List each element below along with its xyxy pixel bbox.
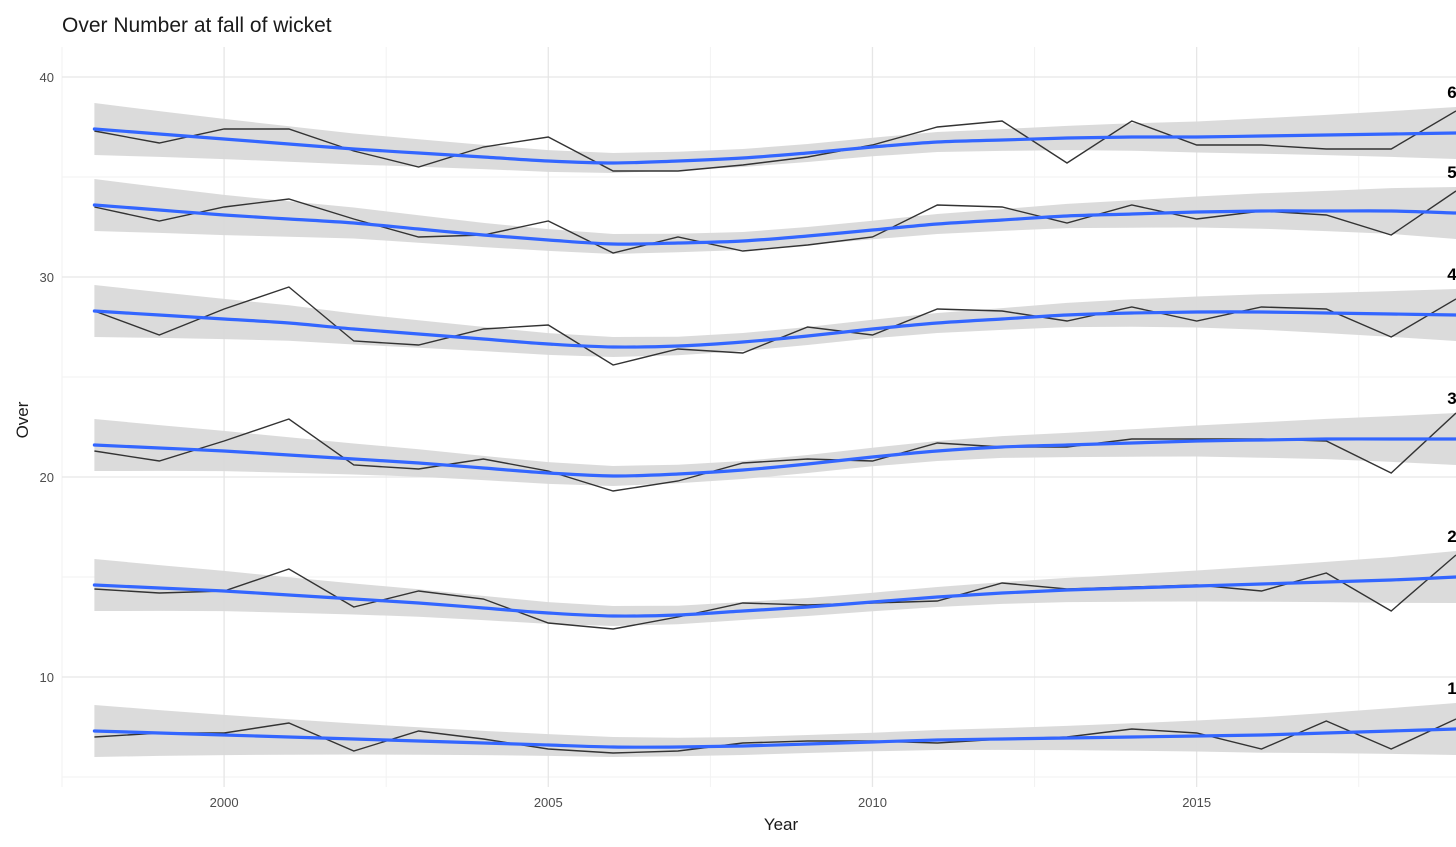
series-label-5: 5	[1447, 163, 1456, 182]
data-line-series-6	[94, 110, 1456, 172]
data-line-series-5	[94, 190, 1456, 254]
confidence-band-series-1	[94, 703, 1456, 757]
y-tick-label: 20	[40, 470, 54, 485]
smooth-line-series-1	[92, 727, 1456, 749]
major-gridlines	[62, 47, 1456, 787]
y-tick-label: 30	[40, 270, 54, 285]
series-label-1: 1	[1447, 679, 1456, 698]
y-tick-label: 40	[40, 70, 54, 85]
smooth-line-series-2	[92, 575, 1456, 618]
x-tick-label: 2005	[534, 795, 563, 810]
smooth-line-series-4	[92, 309, 1456, 349]
x-tick-label: 2015	[1182, 795, 1211, 810]
series-label-4: 4	[1447, 265, 1456, 284]
chart-title: Over Number at fall of wicket	[62, 14, 332, 37]
x-axis-ticks: 2000 2005 2010 2015	[210, 795, 1211, 810]
smooth-line-series-6	[92, 127, 1456, 165]
confidence-band-series-2	[94, 551, 1456, 626]
confidence-band-series-3	[94, 413, 1456, 486]
confidence-band-series-4	[94, 285, 1456, 357]
y-axis-title: Over	[13, 401, 32, 438]
data-line-series-2	[94, 554, 1456, 630]
series-label-3: 3	[1447, 389, 1456, 408]
x-axis-title: Year	[764, 815, 799, 834]
series-label-2: 2	[1447, 527, 1456, 546]
smooth-line-series-3	[92, 437, 1456, 478]
confidence-band-series-6	[94, 103, 1456, 173]
smooth-line-series-5	[92, 203, 1456, 246]
confidence-bands	[94, 103, 1456, 757]
confidence-band-series-5	[94, 179, 1456, 254]
series-labels: 1 2 3 4 5 6	[1447, 83, 1456, 698]
y-axis-ticks: 10 20 30 40	[40, 70, 54, 685]
smooth-lines	[92, 127, 1456, 749]
x-tick-label: 2000	[210, 795, 239, 810]
x-tick-label: 2010	[858, 795, 887, 810]
series-label-6: 6	[1447, 83, 1456, 102]
y-tick-label: 10	[40, 670, 54, 685]
